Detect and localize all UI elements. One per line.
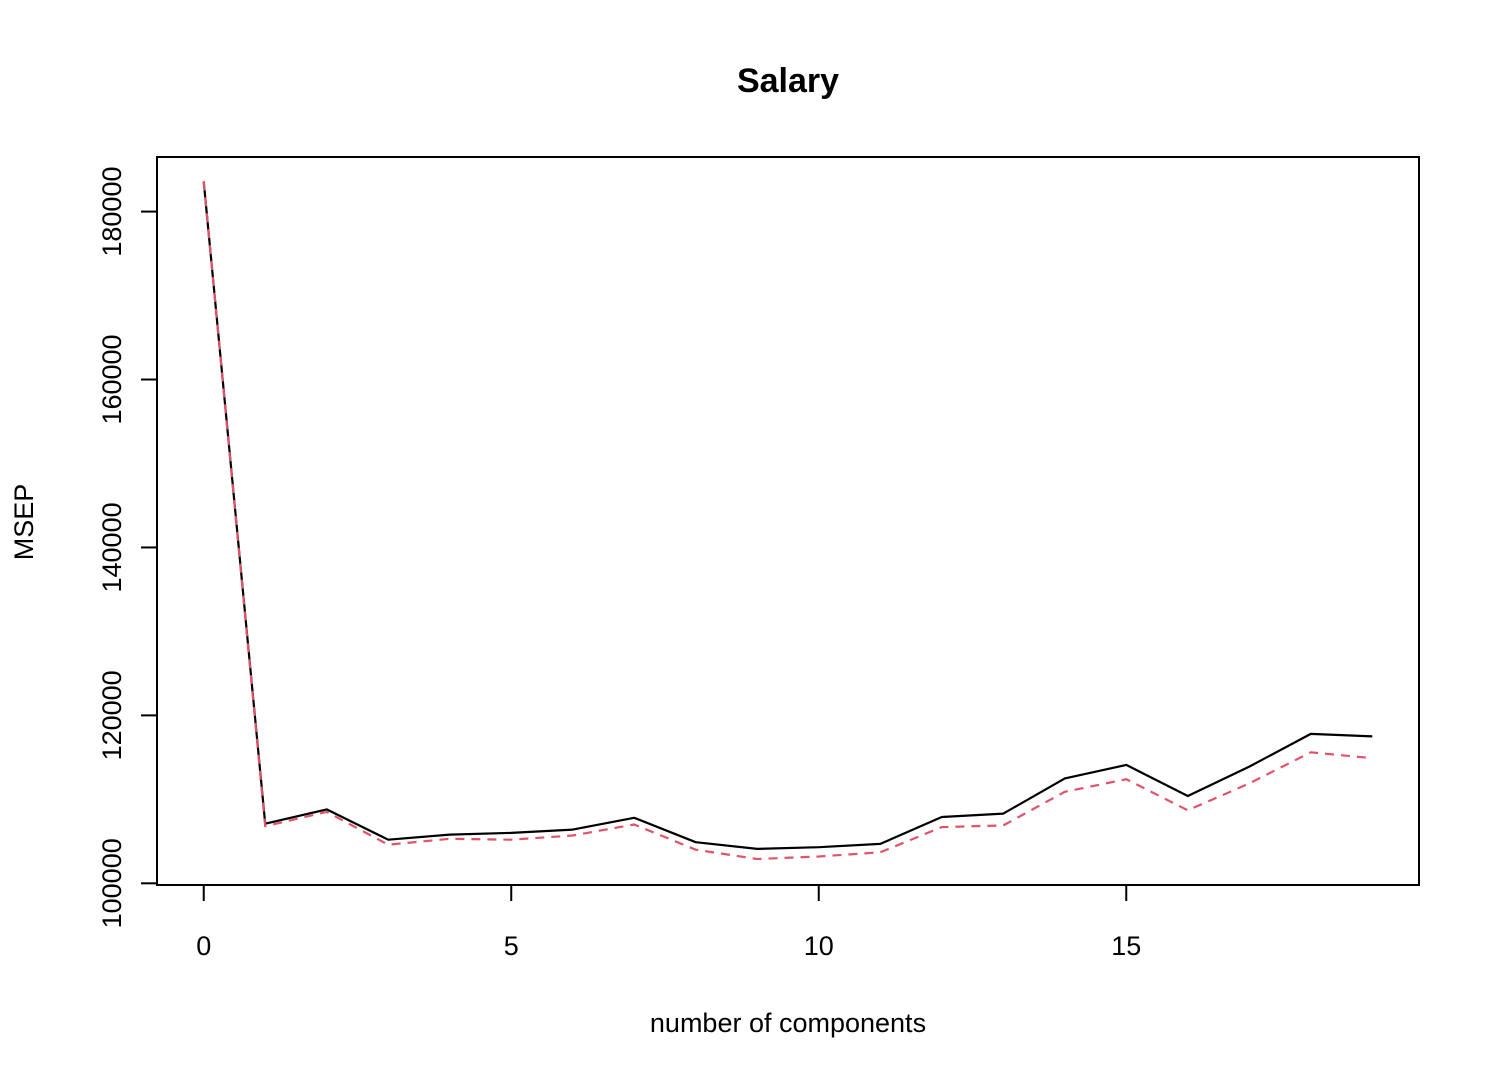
x-tick-label: 0: [196, 931, 211, 961]
series-layer: [202, 181, 1373, 861]
y-tick-label: 120000: [97, 670, 127, 760]
y-tick-label: 140000: [97, 502, 127, 592]
x-axis-label: number of components: [650, 1008, 926, 1038]
y-tick-label: 100000: [97, 838, 127, 928]
x-tick-label: 10: [804, 931, 834, 961]
series-line-1: [202, 181, 1373, 851]
x-axis: 0 5 10 15: [196, 884, 1141, 961]
series-line-2: [202, 181, 1373, 861]
y-axis: 100000 120000 140000 160000 180000: [97, 167, 158, 928]
y-tick-label: 160000: [97, 334, 127, 424]
y-axis-label: MSEP: [9, 484, 39, 561]
x-tick-label: 15: [1111, 931, 1141, 961]
y-tick-label: 180000: [97, 167, 127, 257]
chart-title: Salary: [737, 62, 839, 100]
x-tick-label: 5: [504, 931, 519, 961]
